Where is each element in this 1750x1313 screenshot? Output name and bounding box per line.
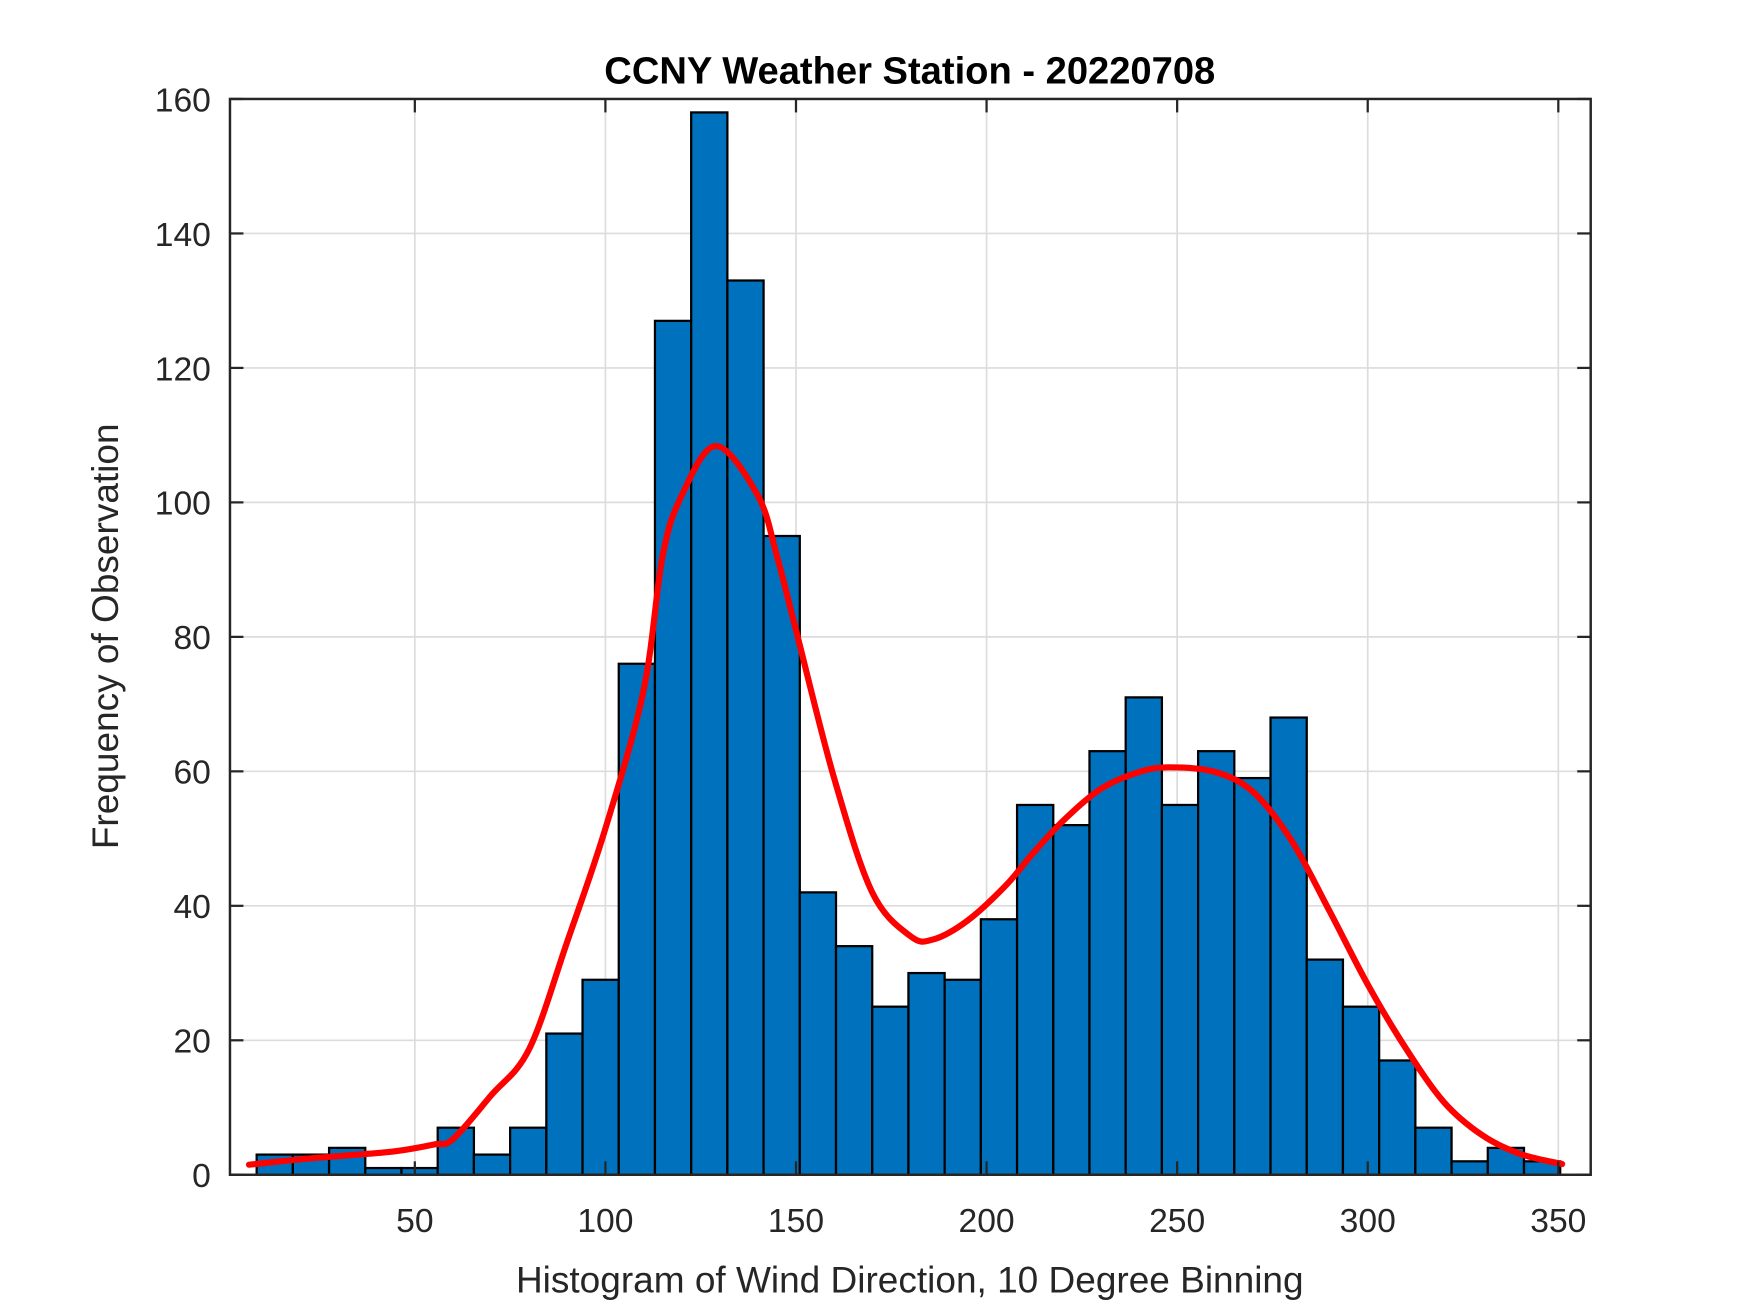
x-tick-label: 150 (768, 1203, 824, 1240)
histogram-bar (1450, 1160, 1489, 1176)
x-tick-label: 200 (958, 1203, 1014, 1240)
histogram-bar (1052, 824, 1091, 1176)
y-tick-label: 20 (173, 1024, 210, 1061)
fit-curve (245, 442, 1566, 1168)
histogram-bar (798, 891, 838, 1176)
histogram-bar (907, 971, 946, 1176)
histogram-bar (545, 1032, 584, 1176)
x-tick-label: 50 (396, 1203, 433, 1240)
y-tick-label: 80 (173, 620, 210, 657)
histogram-bar (871, 1005, 910, 1176)
histogram-bar (472, 1153, 512, 1176)
histogram-bar (617, 662, 657, 1176)
histogram-bar (1196, 750, 1236, 1176)
x-tick-label: 100 (577, 1203, 633, 1240)
histogram-bar (1341, 1005, 1381, 1176)
histogram-bar (653, 319, 693, 1176)
histogram-bar (690, 111, 729, 1176)
histogram-bar (508, 1126, 548, 1176)
x-axis-label: Histogram of Wind Direction, 10 Degree B… (516, 1259, 1304, 1301)
histogram-bar (1160, 803, 1200, 1176)
histogram-bar (581, 978, 620, 1176)
histogram-bar (1233, 776, 1272, 1176)
y-tick-label: 160 (155, 82, 211, 119)
y-tick-label: 140 (155, 217, 211, 254)
histogram-bar (979, 918, 1019, 1176)
histogram-bar (1088, 750, 1127, 1176)
y-tick-label: 0 (192, 1158, 211, 1195)
histogram-bar (1305, 958, 1345, 1176)
histogram-bar (834, 945, 874, 1176)
histogram-bar (1269, 716, 1308, 1176)
histogram-bar (762, 534, 801, 1176)
histogram-bar (943, 978, 982, 1176)
y-tick-label: 60 (173, 755, 210, 792)
axis-ticks: 50 100 150 200 250 300 350 0 20 40 60 80 100 120 140 16… (155, 82, 1591, 1240)
chart-title: CCNY Weather Station - 20220708 (604, 49, 1215, 92)
histogram-bar (1378, 1059, 1417, 1176)
x-tick-label: 350 (1530, 1203, 1586, 1240)
x-tick-label: 300 (1340, 1203, 1396, 1240)
y-axis-label: Frequency of Observation (84, 423, 126, 849)
histogram-bar (1015, 803, 1055, 1176)
x-tick-label: 250 (1149, 1203, 1205, 1240)
histogram-bar (726, 279, 765, 1176)
y-tick-label: 120 (155, 351, 211, 388)
y-tick-label: 100 (155, 486, 211, 523)
y-tick-label: 40 (173, 889, 210, 926)
histogram-bar (1414, 1126, 1453, 1176)
